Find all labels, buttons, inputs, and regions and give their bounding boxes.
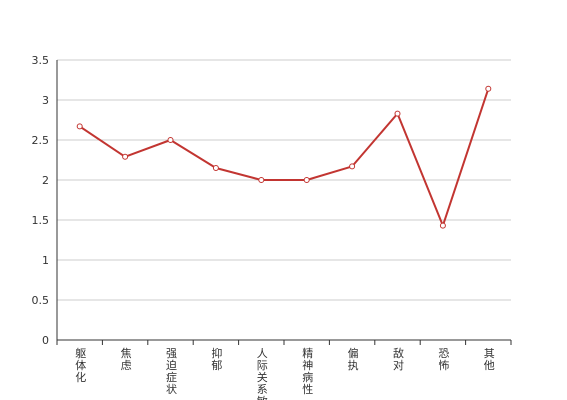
- y-tick-label: 2.5: [32, 134, 50, 147]
- series-line: [79, 88, 490, 227]
- x-tick-label: 躯体化: [75, 347, 86, 384]
- x-tick-label: 其他: [484, 347, 495, 372]
- data-point[interactable]: [122, 153, 129, 160]
- y-tick-label: 1.5: [32, 214, 50, 227]
- x-tick-label: 焦虑: [121, 347, 132, 372]
- data-point[interactable]: [394, 110, 401, 117]
- data-point[interactable]: [212, 165, 219, 171]
- y-tick-label: 1: [42, 254, 49, 267]
- series-layer: [76, 85, 492, 229]
- grid-lines: [57, 59, 511, 301]
- data-point[interactable]: [485, 85, 492, 92]
- x-tick-label: 人际关系敏感: [257, 347, 268, 400]
- data-point[interactable]: [258, 177, 265, 183]
- x-tick-label: 恐怖: [438, 347, 449, 372]
- x-tick-label: 敌对: [393, 346, 404, 372]
- data-point[interactable]: [303, 177, 310, 183]
- data-point[interactable]: [439, 222, 446, 229]
- y-tick-label: 2: [42, 174, 49, 187]
- x-axis: 躯体化 焦虑 强迫症状 抑郁 人际关系敏感 精神病性 偏执 敌对 恐怖 其他: [56, 339, 512, 400]
- y-axis: 0 0.5 1 1.5 2 2.5 3 3.5: [32, 54, 58, 347]
- x-tick-label: 偏执: [348, 346, 359, 372]
- data-point[interactable]: [349, 163, 356, 170]
- y-tick-label: 3.5: [32, 54, 50, 67]
- y-tick-label: 0.5: [32, 294, 50, 307]
- data-point[interactable]: [76, 123, 83, 130]
- x-tick-label: 抑郁: [211, 346, 222, 372]
- x-tick-label: 强迫症状: [166, 347, 177, 396]
- x-tick-label: 精神病性: [302, 347, 313, 396]
- y-tick-label: 0: [42, 334, 49, 347]
- y-tick-label: 3: [42, 94, 49, 107]
- data-point[interactable]: [167, 137, 174, 143]
